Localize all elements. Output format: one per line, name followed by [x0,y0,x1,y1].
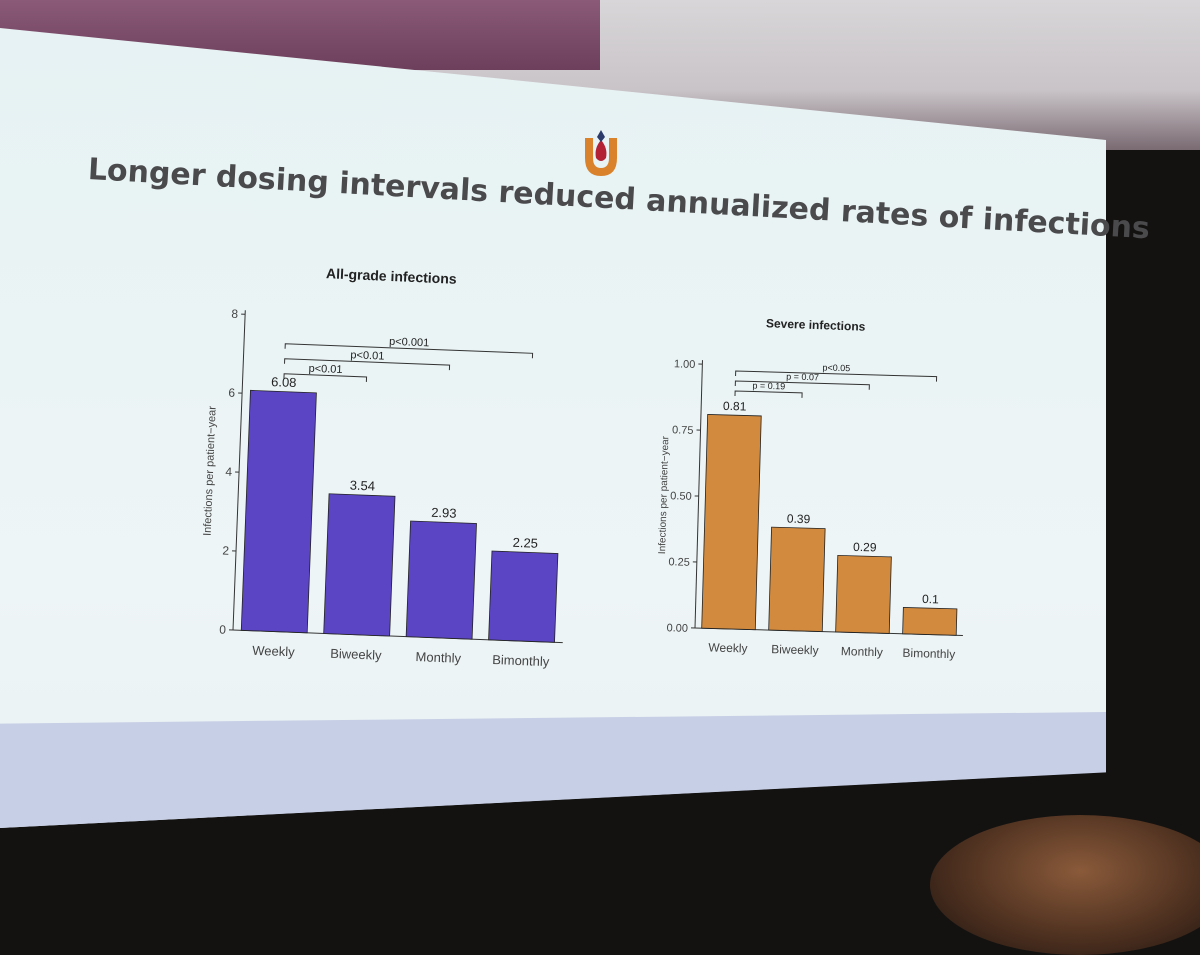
x-tick-label: Biweekly [330,646,382,663]
bar-value-label: 0.29 [853,540,877,555]
y-axis-label: Infections per patient−year [202,406,219,537]
x-tick-label: Weekly [708,640,748,655]
logo-icon [581,128,621,180]
bar-value-label: 0.1 [922,592,939,606]
x-tick-label: Weekly [252,643,295,660]
y-tick-label: 8 [231,307,239,321]
y-axis-label: Infections per patient−year [657,435,671,554]
bar-weekly [241,390,316,633]
x-tick-label: Monthly [841,644,883,659]
significance-label: p<0.01 [308,363,342,376]
bar-bimonthly [903,607,957,635]
bar-value-label: 3.54 [349,478,375,494]
bar-biweekly [769,527,825,631]
y-tick-label: 0.25 [668,556,690,569]
bar-bimonthly [489,551,558,642]
y-tick-label: 2 [222,544,230,558]
significance-label: p<0.01 [350,349,384,362]
bar-monthly [836,555,892,633]
chart-plot-group: 0.00 0.25 0.50 0.75 1.00 Infections per patie… [654,358,970,661]
bar-value-label: 0.39 [787,512,811,527]
y-tick-label: 6 [228,386,236,400]
bar-value-label: 2.93 [431,505,457,521]
significance-label: p<0.05 [822,362,850,373]
y-tick-label: 4 [225,465,233,479]
bar-weekly [702,414,762,629]
y-tick-label: 0 [219,622,227,636]
audience-head [930,815,1200,955]
y-tick-label: 0.00 [666,622,688,635]
bar-monthly [406,521,476,639]
slide-footer-band [0,712,1106,828]
bar-biweekly [324,494,395,636]
significance-bracket [735,391,802,398]
chart-severe-infections: 0.00 0.25 0.50 0.75 1.00 Infections per patie… [655,340,975,680]
y-tick-label: 0.75 [672,424,694,437]
bar-value-label: 2.25 [512,535,538,551]
y-axis-line [695,360,702,628]
significance-label: p<0.001 [389,336,430,350]
x-tick-label: Biweekly [771,642,819,657]
y-tick-label: 1.00 [674,358,696,371]
y-tick-label: 0.50 [670,490,692,503]
x-tick-label: Bimonthly [902,646,955,661]
bar-value-label: 0.81 [723,399,747,414]
x-tick-label: Monthly [415,649,462,666]
x-tick-label: Bimonthly [492,652,550,669]
